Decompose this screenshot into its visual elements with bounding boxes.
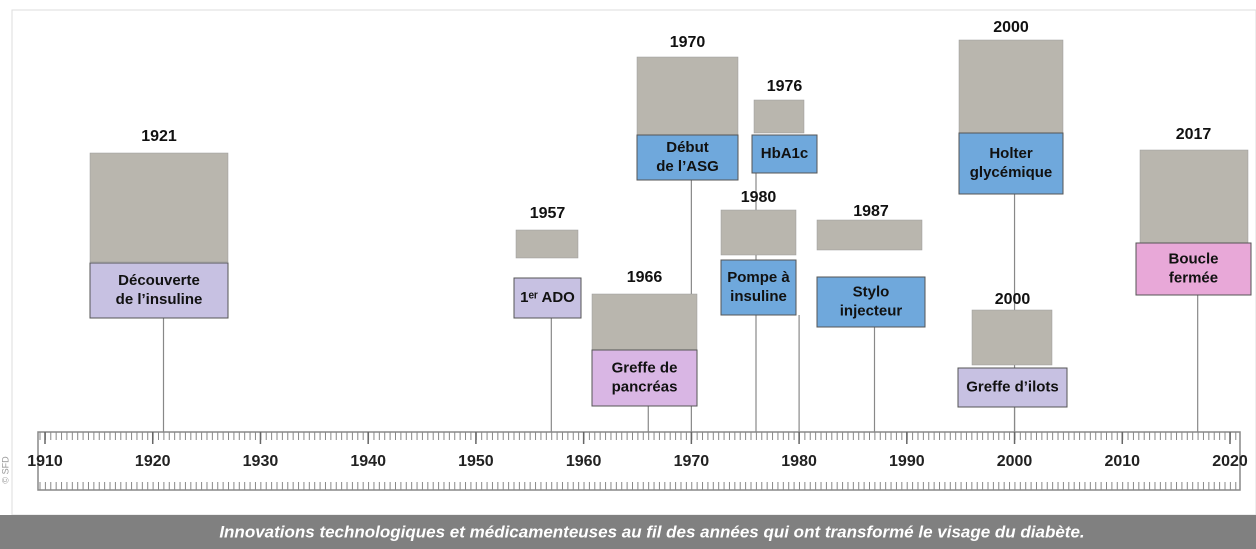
- tick-label: 1970: [674, 453, 710, 470]
- event-year: 1970: [670, 34, 706, 51]
- event-label: fermée: [1169, 269, 1218, 286]
- event-year: 1921: [141, 128, 177, 145]
- event-image: [754, 100, 804, 133]
- event-label: injecteur: [840, 302, 903, 319]
- event-year: 1957: [530, 205, 566, 222]
- event-label: de l’ASG: [656, 158, 719, 175]
- event-image: [516, 230, 578, 258]
- event-label: Greffe de: [612, 359, 678, 376]
- event-label: glycémique: [970, 164, 1053, 181]
- event-image: [637, 57, 738, 135]
- tick-label: 2000: [997, 453, 1033, 470]
- event-label: insuline: [730, 288, 787, 305]
- event-year: 1980: [741, 189, 777, 206]
- event-image: [817, 220, 922, 250]
- timeline: 1910 1920 1930 1940 1950 1960 1970 1980 1990 2000…: [0, 0, 1256, 549]
- event-label: Pompe à: [727, 269, 790, 286]
- caption: Innovations technologiques et médicament…: [219, 522, 1084, 541]
- event-image: [90, 153, 228, 262]
- event-label: Greffe d’ilots: [966, 378, 1059, 395]
- event-image: [972, 310, 1052, 365]
- event-label: Holter: [989, 145, 1033, 162]
- event-year: 2000: [995, 291, 1031, 308]
- event-year: 1966: [627, 269, 663, 286]
- tick-label: 1930: [243, 453, 279, 470]
- event-image: [721, 210, 796, 255]
- tick-label: 1920: [135, 453, 171, 470]
- event-year: 1987: [853, 203, 889, 220]
- tick-label: 1940: [350, 453, 386, 470]
- tick-label: 2010: [1104, 453, 1140, 470]
- tick-label: 1990: [889, 453, 925, 470]
- event-label: Stylo: [853, 283, 890, 300]
- event-year: 2000: [993, 19, 1029, 36]
- event-label: de l’insuline: [116, 291, 203, 308]
- event-year: 2017: [1176, 126, 1212, 143]
- ruler: [38, 432, 1240, 490]
- event-image: [592, 294, 697, 350]
- event-image: [959, 40, 1063, 133]
- event-year: 1976: [767, 78, 803, 95]
- tick-label: 2020: [1212, 453, 1248, 470]
- credit: © SFD: [0, 456, 10, 484]
- event-label: HbA1c: [761, 145, 809, 162]
- event-label: Découverte: [118, 272, 200, 289]
- event-label: Boucle: [1168, 250, 1218, 267]
- tick-label: 1980: [781, 453, 817, 470]
- event-label: pancréas: [612, 378, 678, 395]
- tick-label: 1910: [27, 453, 63, 470]
- tick-label: 1950: [458, 453, 494, 470]
- event-image: [1140, 150, 1248, 243]
- event-label: 1ᵉʳ ADO: [520, 289, 575, 306]
- event-label: Début: [666, 139, 709, 156]
- tick-label: 1960: [566, 453, 602, 470]
